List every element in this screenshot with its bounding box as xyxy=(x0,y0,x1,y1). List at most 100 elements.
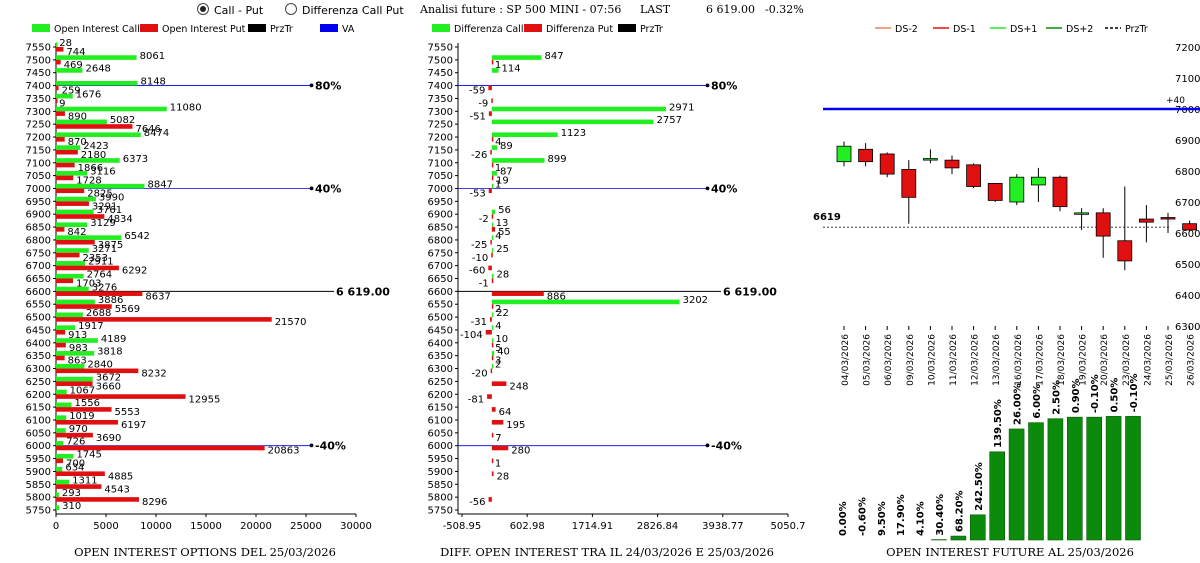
put-value-label: 2180 xyxy=(81,150,106,161)
y-tick-label: 6400 xyxy=(428,338,453,349)
put-bar xyxy=(491,458,494,464)
future-oi-pct-label: 2.50% xyxy=(1051,380,1062,415)
call-value-label: 8474 xyxy=(144,128,169,139)
x-tick-label: 1714.91 xyxy=(572,521,613,532)
put-bar xyxy=(490,239,492,245)
call-bar xyxy=(56,55,137,60)
put-value-label: 5 xyxy=(495,343,501,354)
y-tick-label: 6750 xyxy=(26,248,51,259)
call-value-label: 3202 xyxy=(683,295,708,306)
put-value-label: 248 xyxy=(509,381,528,392)
call-bar xyxy=(491,171,497,176)
y-tick-label: 6500 xyxy=(1175,260,1200,271)
put-bar xyxy=(491,137,494,142)
call-bar xyxy=(491,183,494,189)
date-label: 05/03/2026 xyxy=(863,334,873,386)
y-tick-label: 6600 xyxy=(428,287,453,298)
put-bar xyxy=(491,59,494,65)
put-value-label: -59 xyxy=(469,86,485,97)
percent-marker-label: •-40% xyxy=(704,440,742,453)
call-value-label: 1067 xyxy=(70,385,95,396)
y-tick-label: 6300 xyxy=(26,364,51,375)
call-value-label: 3818 xyxy=(97,347,122,358)
call-bar xyxy=(56,428,66,433)
x-tick-label: 10000 xyxy=(140,521,172,532)
date-label: 13/03/2026 xyxy=(992,334,1002,386)
call-bar xyxy=(56,325,76,330)
call-value-label: 3276 xyxy=(92,282,117,293)
y-tick-label: 6750 xyxy=(428,248,453,259)
call-value-label: 293 xyxy=(62,488,81,499)
x-tick-label: -508.95 xyxy=(443,521,482,532)
future-oi-bar xyxy=(1125,416,1141,541)
put-bar xyxy=(491,304,494,309)
call-value-label: 8061 xyxy=(140,51,165,62)
candle-body xyxy=(1117,240,1133,262)
y-tick-label: 6100 xyxy=(428,415,453,426)
x-tick-label: 0 xyxy=(53,521,59,532)
put-value-label: 700 xyxy=(66,459,85,470)
legend-label: PrzTr xyxy=(640,24,663,35)
put-bar xyxy=(56,227,65,232)
call-value-label: 5082 xyxy=(110,115,135,126)
call-value-label: 13 xyxy=(496,218,509,229)
put-bar xyxy=(56,497,139,502)
x-tick-label: 3938.77 xyxy=(702,521,743,532)
call-bar xyxy=(56,273,84,279)
percent-marker-label: •80% xyxy=(308,80,341,93)
call-put-radio[interactable]: Call - Put xyxy=(197,3,263,17)
call-bar xyxy=(56,261,86,266)
put-value-label: -81 xyxy=(468,394,484,405)
y-tick-label: 6050 xyxy=(26,428,51,439)
future-oi-pct-label: 139.50% xyxy=(993,399,1004,448)
put-value-label: 1 xyxy=(495,60,501,71)
future-oi-pct-label: -0.10% xyxy=(1129,374,1140,413)
put-value-label: -20 xyxy=(471,369,487,380)
put-value-label: -104 xyxy=(460,330,483,341)
future-oi-bar xyxy=(1067,416,1083,541)
candle-body xyxy=(1074,212,1089,215)
y-tick-label: 6600 xyxy=(1175,229,1200,240)
y-tick-label: 6250 xyxy=(26,377,51,388)
call-bar xyxy=(56,363,85,369)
y-tick-label: 6800 xyxy=(428,235,453,246)
call-bar xyxy=(56,351,95,356)
x-tick-label: 20000 xyxy=(240,521,272,532)
call-bar xyxy=(491,312,494,318)
call-value-label: 3116 xyxy=(90,167,115,178)
put-value-label: -60 xyxy=(469,266,485,277)
put-bar xyxy=(56,124,133,129)
put-bar xyxy=(56,342,66,348)
diff-call-put-radio[interactable]: Differenza Call Put xyxy=(285,3,404,17)
put-bar xyxy=(56,291,143,296)
date-label: 10/03/2026 xyxy=(927,334,937,386)
y-tick-label: 6650 xyxy=(428,274,453,285)
call-value-label: 310 xyxy=(62,501,81,512)
put-bar xyxy=(488,265,492,271)
date-label: 06/03/2026 xyxy=(884,334,894,386)
put-value-label: -9 xyxy=(478,98,488,109)
future-oi-pct-label: 9.50% xyxy=(877,501,888,536)
analysis-label: Analisi future : SP 500 MINI - 07:56 xyxy=(420,3,622,16)
put-bar xyxy=(491,252,493,258)
put-value-label: 886 xyxy=(547,291,566,302)
percent-marker-label: •80% xyxy=(704,80,737,93)
legend-label: DS-2 xyxy=(895,24,918,35)
y-tick-label: 7100 xyxy=(428,158,453,169)
y-tick-label: 6550 xyxy=(26,300,51,311)
put-value-label: 890 xyxy=(68,111,87,122)
y-tick-label: 5850 xyxy=(26,480,51,491)
put-value-label: -51 xyxy=(470,111,486,122)
y-tick-label: 6250 xyxy=(428,377,453,388)
y-tick-label: 6100 xyxy=(26,415,51,426)
call-bar xyxy=(56,376,93,382)
date-label: 24/03/2026 xyxy=(1143,334,1153,386)
y-tick-label: 7300 xyxy=(26,107,51,118)
put-value-label: -31 xyxy=(471,317,487,328)
put-bar xyxy=(488,497,492,502)
y-tick-label: 7500 xyxy=(428,55,453,66)
call-bar xyxy=(56,248,89,253)
put-value-label: 2825 xyxy=(87,188,112,199)
x-tick-label: 30000 xyxy=(340,521,372,532)
put-value-label: -25 xyxy=(471,240,487,251)
